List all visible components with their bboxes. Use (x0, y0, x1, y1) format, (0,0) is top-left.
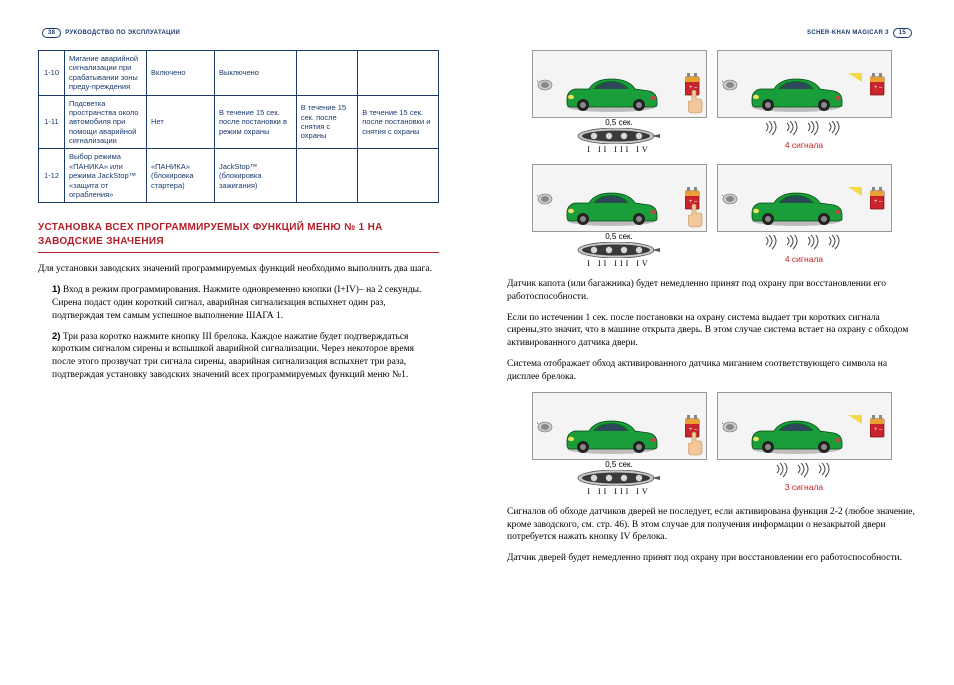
diagram-3: 0,5 сек. I II III IV 3 сигнала (507, 392, 916, 496)
sound-wave-icon (786, 121, 801, 136)
header-text-right: SCHER-KHAN MAGICAR 3 (807, 30, 889, 36)
hand-icon (688, 203, 704, 229)
settings-table: 1-10Мигание аварийной сигнализации при с… (38, 50, 439, 203)
car-scene-1a (532, 50, 707, 118)
car-scene-3b (717, 392, 892, 460)
remote-icon (576, 470, 662, 486)
table-cell: Мигание аварийной сигнализации при сраба… (65, 51, 147, 96)
sound-wave-icon (818, 463, 833, 478)
car-scene-2b (717, 164, 892, 232)
step-1: 1) Вход в режим программирования. Нажмит… (52, 284, 439, 322)
table-cell: В течение 15 сек. после постановки и сня… (358, 95, 439, 149)
table-cell: Нет (147, 95, 215, 149)
sound-wave-icon (765, 235, 780, 250)
light-cone-icon (848, 187, 864, 207)
table-cell: Включено (147, 51, 215, 96)
button-labels-2: I II III IV (587, 259, 650, 268)
paragraph-2: Если по истечении 1 сек. после постановк… (507, 312, 916, 350)
siren-icon (537, 73, 555, 91)
hand-icon (688, 431, 704, 457)
sound-wave-icon (776, 463, 791, 478)
sound-wave-icon (828, 121, 843, 136)
signal-count-1: 4 сигнала (785, 140, 823, 150)
table-row: 1-11Подсветка пространства около автомоб… (39, 95, 439, 149)
signal-count-3: 3 сигнала (785, 482, 823, 492)
light-cone-icon (848, 73, 864, 93)
page-number-left: 38 (42, 28, 61, 38)
remote-icon (576, 128, 662, 144)
car-icon (746, 71, 846, 113)
sound-wave-icon (828, 235, 843, 250)
signal-count-2: 4 сигнала (785, 254, 823, 264)
button-labels-3: I II III IV (587, 487, 650, 496)
battery-icon (870, 185, 885, 211)
sound-wave-icon (797, 463, 812, 478)
table-cell (358, 51, 439, 96)
paragraph-3: Система отображает обход активированного… (507, 358, 916, 384)
sound-wave-icon (786, 235, 801, 250)
time-label-3: 0,5 сек. (605, 460, 633, 469)
table-cell: 1-12 (39, 149, 65, 203)
car-icon (561, 413, 661, 455)
car-icon (746, 413, 846, 455)
hand-icon (688, 89, 704, 115)
right-page: SCHER-KHAN MAGICAR 3 15 0,5 сек. I II II… (477, 0, 954, 685)
car-icon (561, 185, 661, 227)
table-cell (296, 149, 358, 203)
time-label-1: 0,5 сек. (605, 118, 633, 127)
table-cell: 1-10 (39, 51, 65, 96)
table-cell: 1-11 (39, 95, 65, 149)
siren-icon (537, 415, 555, 433)
intro-paragraph: Для установки заводских значений програм… (38, 263, 439, 276)
section-title: УСТАНОВКА ВСЕХ ПРОГРАММИРУЕМЫХ ФУНКЦИЙ М… (38, 221, 439, 253)
diagram-3-right-panel: 3 сигнала (717, 392, 892, 496)
diagram-2-right-panel: 4 сигнала (717, 164, 892, 268)
car-scene-1b (717, 50, 892, 118)
paragraph-1: Датчик капота (или багажника) будет неме… (507, 278, 916, 304)
car-icon (561, 71, 661, 113)
table-cell: В течение 15 сек. после постановки в реж… (214, 95, 296, 149)
battery-icon (870, 71, 885, 97)
time-label-2: 0,5 сек. (605, 232, 633, 241)
remote-icon (576, 242, 662, 258)
diagram-2-left-panel: 0,5 сек. I II III IV (532, 164, 707, 268)
sound-wave-icon (765, 121, 780, 136)
table-cell (296, 51, 358, 96)
table-cell: «ПАНИКА» (блокировка стартера) (147, 149, 215, 203)
paragraph-4: Сигналов об обходе датчиков дверей не по… (507, 506, 916, 544)
button-labels-1: I II III IV (587, 145, 650, 154)
diagram-1: 0,5 сек. I II III IV 4 сигнала (507, 50, 916, 154)
light-cone-icon (848, 415, 864, 435)
car-icon (746, 185, 846, 227)
header-text-left: РУКОВОДСТВО ПО ЭКСПЛУАТАЦИИ (65, 30, 180, 36)
header-right: SCHER-KHAN MAGICAR 3 15 (507, 28, 916, 38)
table-cell: Выключено (214, 51, 296, 96)
table-cell: Выбор режима «ПАНИКА» или режима JackSto… (65, 149, 147, 203)
paragraph-5: Датчик дверей будет немедленно принят по… (507, 552, 916, 565)
diagram-1-right-panel: 4 сигнала (717, 50, 892, 154)
car-scene-2a (532, 164, 707, 232)
sound-wave-icon (807, 121, 822, 136)
siren-icon (537, 187, 555, 205)
table-row: 1-10Мигание аварийной сигнализации при с… (39, 51, 439, 96)
sound-wave-icon (807, 235, 822, 250)
table-row: 1-12Выбор режима «ПАНИКА» или режима Jac… (39, 149, 439, 203)
battery-icon (870, 413, 885, 439)
car-scene-3a (532, 392, 707, 460)
table-cell: JackStop™ (блокировка зажигания) (214, 149, 296, 203)
step-2: 2) Три раза коротко нажмите кнопку III б… (52, 331, 439, 382)
table-cell (358, 149, 439, 203)
table-cell: В течение 15 сек. после снятия с охраны (296, 95, 358, 149)
diagram-2: 0,5 сек. I II III IV 4 сигнала (507, 164, 916, 268)
page-number-right: 15 (893, 28, 912, 38)
diagram-3-left-panel: 0,5 сек. I II III IV (532, 392, 707, 496)
diagram-1-left-panel: 0,5 сек. I II III IV (532, 50, 707, 154)
table-cell: Подсветка пространства около автомобиля … (65, 95, 147, 149)
header-left: 38 РУКОВОДСТВО ПО ЭКСПЛУАТАЦИИ (38, 28, 439, 38)
left-page: 38 РУКОВОДСТВО ПО ЭКСПЛУАТАЦИИ 1-10Миган… (0, 0, 477, 685)
